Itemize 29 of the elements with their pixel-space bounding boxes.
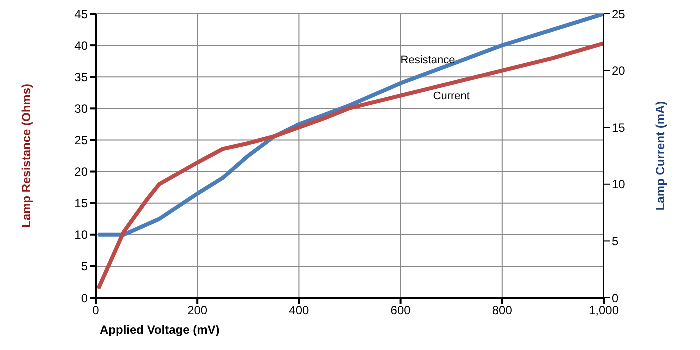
y-tick-label: 0 xyxy=(81,291,88,306)
y-tick-label: 5 xyxy=(81,260,88,274)
y-tick-label: 20 xyxy=(74,165,88,180)
y2-axis-title: Lamp Current (mA) xyxy=(653,101,668,211)
y2-tick-label: 10 xyxy=(612,178,626,192)
y-tick-label: 40 xyxy=(74,38,88,53)
y2-tick-label: 5 xyxy=(612,234,619,248)
y2-tick-label: 15 xyxy=(612,120,626,135)
y2-tick-label: 0 xyxy=(612,291,619,306)
series-label: Current xyxy=(433,90,470,102)
x-tick-label: 800 xyxy=(492,304,513,318)
y-tick-label: 35 xyxy=(74,70,88,84)
y-tick-label: 25 xyxy=(74,133,88,148)
y-tick-label: 45 xyxy=(74,7,88,22)
x-axis-title: Applied Voltage (mV) xyxy=(100,323,220,337)
y-tick-label: 15 xyxy=(74,196,88,211)
line-series xyxy=(96,42,604,291)
y-axis-title: Lamp Resistance (Ohms) xyxy=(19,84,34,228)
x-tick-label: 200 xyxy=(188,304,208,318)
x-tick-label: 1,000 xyxy=(588,304,620,318)
x-tick-label: 0 xyxy=(92,304,100,318)
y-tick-label: 10 xyxy=(74,228,88,242)
series-label: Resistance xyxy=(400,54,456,66)
y2-tick-label: 20 xyxy=(612,64,626,78)
y2-tick-label: 25 xyxy=(612,7,626,22)
y-tick-label: 30 xyxy=(74,102,88,116)
x-tick-label: 600 xyxy=(390,304,412,318)
x-tick-label: 400 xyxy=(289,304,310,318)
line-series xyxy=(96,14,604,237)
